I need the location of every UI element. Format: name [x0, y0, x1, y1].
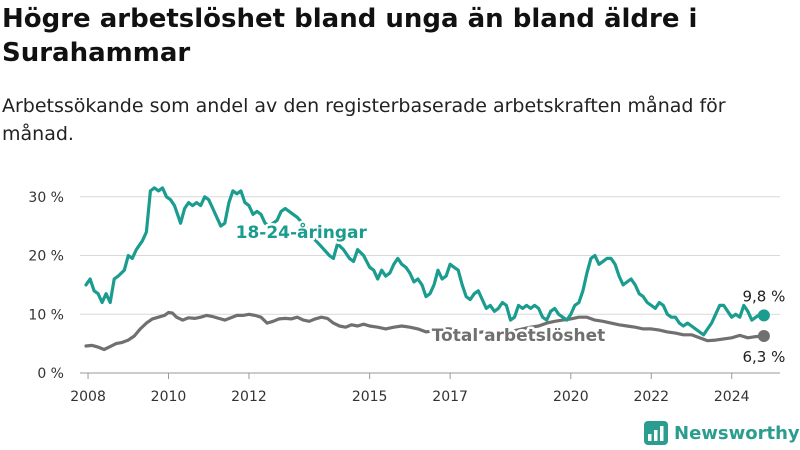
series-line-total — [84, 310, 766, 352]
endpoint-dot-total — [757, 329, 770, 342]
x-tick-label: 2020 — [553, 389, 589, 405]
x-tick-label: 2015 — [352, 389, 388, 405]
y-tick-label: 30 % — [28, 190, 64, 206]
x-tick-label: 2012 — [231, 389, 267, 405]
y-tick-label: 0 % — [37, 366, 64, 382]
end-value-label-youth: 9,8 % — [742, 287, 785, 305]
axis-ticks: 0 % 10 % 20 % 30 % 2008 2010 2012 2015 2017 2020 2… — [28, 190, 749, 405]
series-label-youth: 18-24-åringar — [236, 221, 368, 243]
x-tick-label: 2017 — [432, 389, 468, 405]
brand-name: Newsworthy — [674, 422, 800, 444]
endpoint-dot-youth — [757, 309, 770, 322]
x-tick-label: 2008 — [70, 389, 106, 405]
x-tick-label: 2010 — [151, 389, 187, 405]
chart-title: Högre arbetslöshet bland unga än bland ä… — [2, 4, 698, 68]
series-lines — [84, 186, 770, 352]
series-labels: 6,3 % 9,8 % 18-24-åringar Total arbetslöshe… — [233, 219, 785, 366]
chart-subtitle: Arbetssökande som andel av den registerb… — [2, 95, 726, 145]
y-tick-label: 20 % — [28, 249, 64, 265]
newsworthy-logo: Newsworthy — [644, 420, 800, 446]
end-value-label-total: 6,3 % — [742, 348, 785, 366]
bar-chart-icon — [644, 421, 668, 445]
grid-lines — [80, 196, 780, 374]
y-tick-label: 10 % — [28, 307, 64, 323]
x-tick-label: 2024 — [714, 389, 750, 405]
x-tick-label: 2022 — [633, 389, 669, 405]
series-line-youth — [84, 186, 766, 337]
series-label-total: Total arbetslöshet — [432, 326, 606, 346]
